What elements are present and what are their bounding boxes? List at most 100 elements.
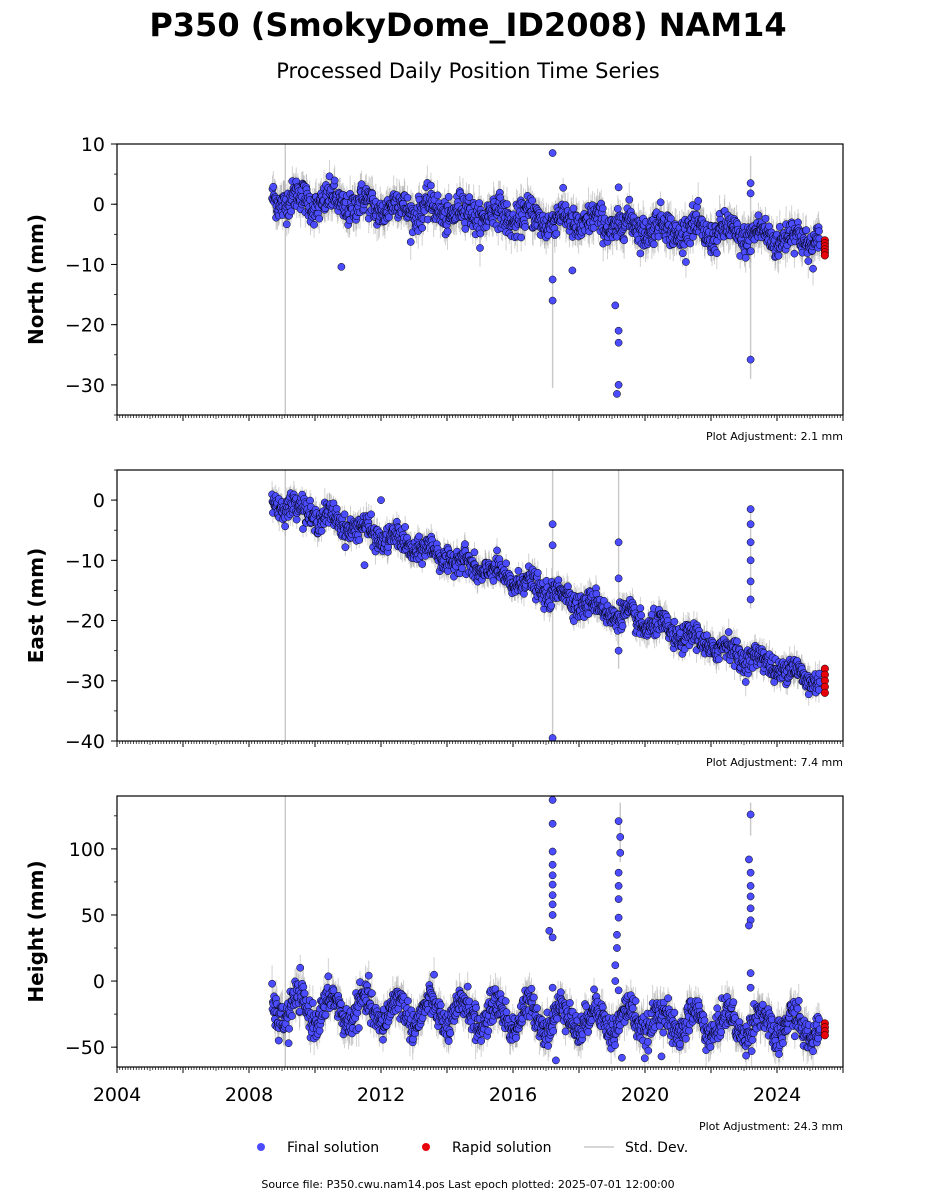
final-point [427, 181, 435, 190]
final-point [503, 200, 511, 208]
final-point [802, 226, 811, 235]
plot-area [268, 470, 829, 741]
final-point [625, 195, 634, 204]
y-tick-label: −20 [65, 315, 105, 337]
final-point [559, 183, 568, 192]
final-point [325, 172, 334, 181]
final-point [282, 220, 291, 229]
final-point [747, 247, 755, 255]
final-point [269, 182, 278, 191]
final-point [292, 515, 301, 524]
final-point [649, 240, 658, 249]
final-point [804, 257, 813, 265]
final-point [790, 249, 799, 258]
final-point [548, 149, 557, 157]
final-point [598, 204, 607, 213]
final-point [476, 244, 484, 252]
final-point [357, 180, 366, 189]
final-point [385, 213, 393, 222]
y-tick-label: −10 [65, 254, 105, 276]
final-point [281, 522, 290, 531]
final-point [403, 193, 412, 202]
final-point [712, 249, 721, 258]
y-tick-label: −30 [65, 375, 105, 397]
final-point [299, 525, 307, 533]
final-point [306, 496, 314, 505]
final-point [620, 236, 628, 245]
final-point [341, 543, 350, 552]
final-point [614, 338, 623, 347]
final-point [694, 196, 703, 205]
final-point [589, 224, 598, 232]
final-point [310, 220, 318, 229]
final-point [678, 249, 687, 258]
final-point [355, 536, 364, 544]
y-axis-label: North (mm) [24, 214, 48, 345]
final-point [741, 253, 750, 262]
final-point [613, 390, 621, 398]
final-point [548, 275, 557, 284]
final-point [476, 229, 485, 238]
y-tick-label: 10 [81, 134, 105, 156]
final-point [746, 189, 755, 198]
final-point [568, 266, 577, 275]
plot-adjustment-note: Plot Adjustment: 2.1 mm [706, 430, 843, 443]
plot-area [268, 144, 829, 415]
final-point [443, 227, 452, 236]
final-point [754, 211, 763, 220]
final-point [569, 204, 578, 213]
final-point [340, 510, 349, 519]
y-tick-label: 0 [93, 194, 105, 216]
final-point [809, 264, 817, 273]
final-points [268, 149, 829, 398]
final-point [611, 301, 620, 310]
final-point [337, 263, 346, 271]
final-point [287, 207, 295, 216]
final-point [667, 214, 675, 223]
final-point [496, 193, 505, 202]
north-panel: 10 0 −10 −20 −30 North (mm) Plot Adjustment: 2… [24, 134, 844, 443]
final-point [552, 229, 561, 238]
final-point [315, 214, 324, 223]
chart-subtitle: Processed Daily Position Time Series [276, 59, 660, 83]
final-point [401, 523, 410, 531]
final-point [761, 214, 770, 223]
final-point [470, 548, 479, 557]
final-point [433, 191, 442, 200]
final-point [332, 504, 341, 513]
final-point [517, 233, 526, 242]
final-point [746, 179, 755, 187]
final-point [367, 510, 375, 519]
chart-title: P350 (SmokyDome_ID2008) NAM14 [149, 6, 786, 44]
final-point [317, 527, 326, 535]
final-point [418, 224, 427, 232]
final-point [682, 258, 690, 266]
final-point [774, 251, 783, 260]
final-point [521, 223, 529, 231]
final-point [686, 239, 695, 248]
final-point [528, 196, 537, 205]
final-point [465, 193, 474, 201]
final-point [330, 176, 339, 185]
final-point [548, 296, 557, 305]
final-point [656, 198, 665, 207]
final-point [418, 560, 427, 568]
final-point [444, 193, 453, 201]
final-point [636, 249, 645, 258]
rapid-point [820, 251, 829, 260]
final-point [815, 227, 823, 236]
final-points [268, 489, 829, 741]
axes-frame [116, 143, 844, 416]
final-point [613, 205, 622, 213]
final-point [746, 355, 755, 364]
final-point [461, 225, 470, 233]
final-point [614, 381, 623, 389]
final-point [461, 540, 469, 548]
final-point [406, 238, 415, 246]
final-point [614, 183, 623, 192]
final-point [475, 199, 484, 207]
final-point [415, 532, 423, 541]
final-point [614, 326, 623, 335]
